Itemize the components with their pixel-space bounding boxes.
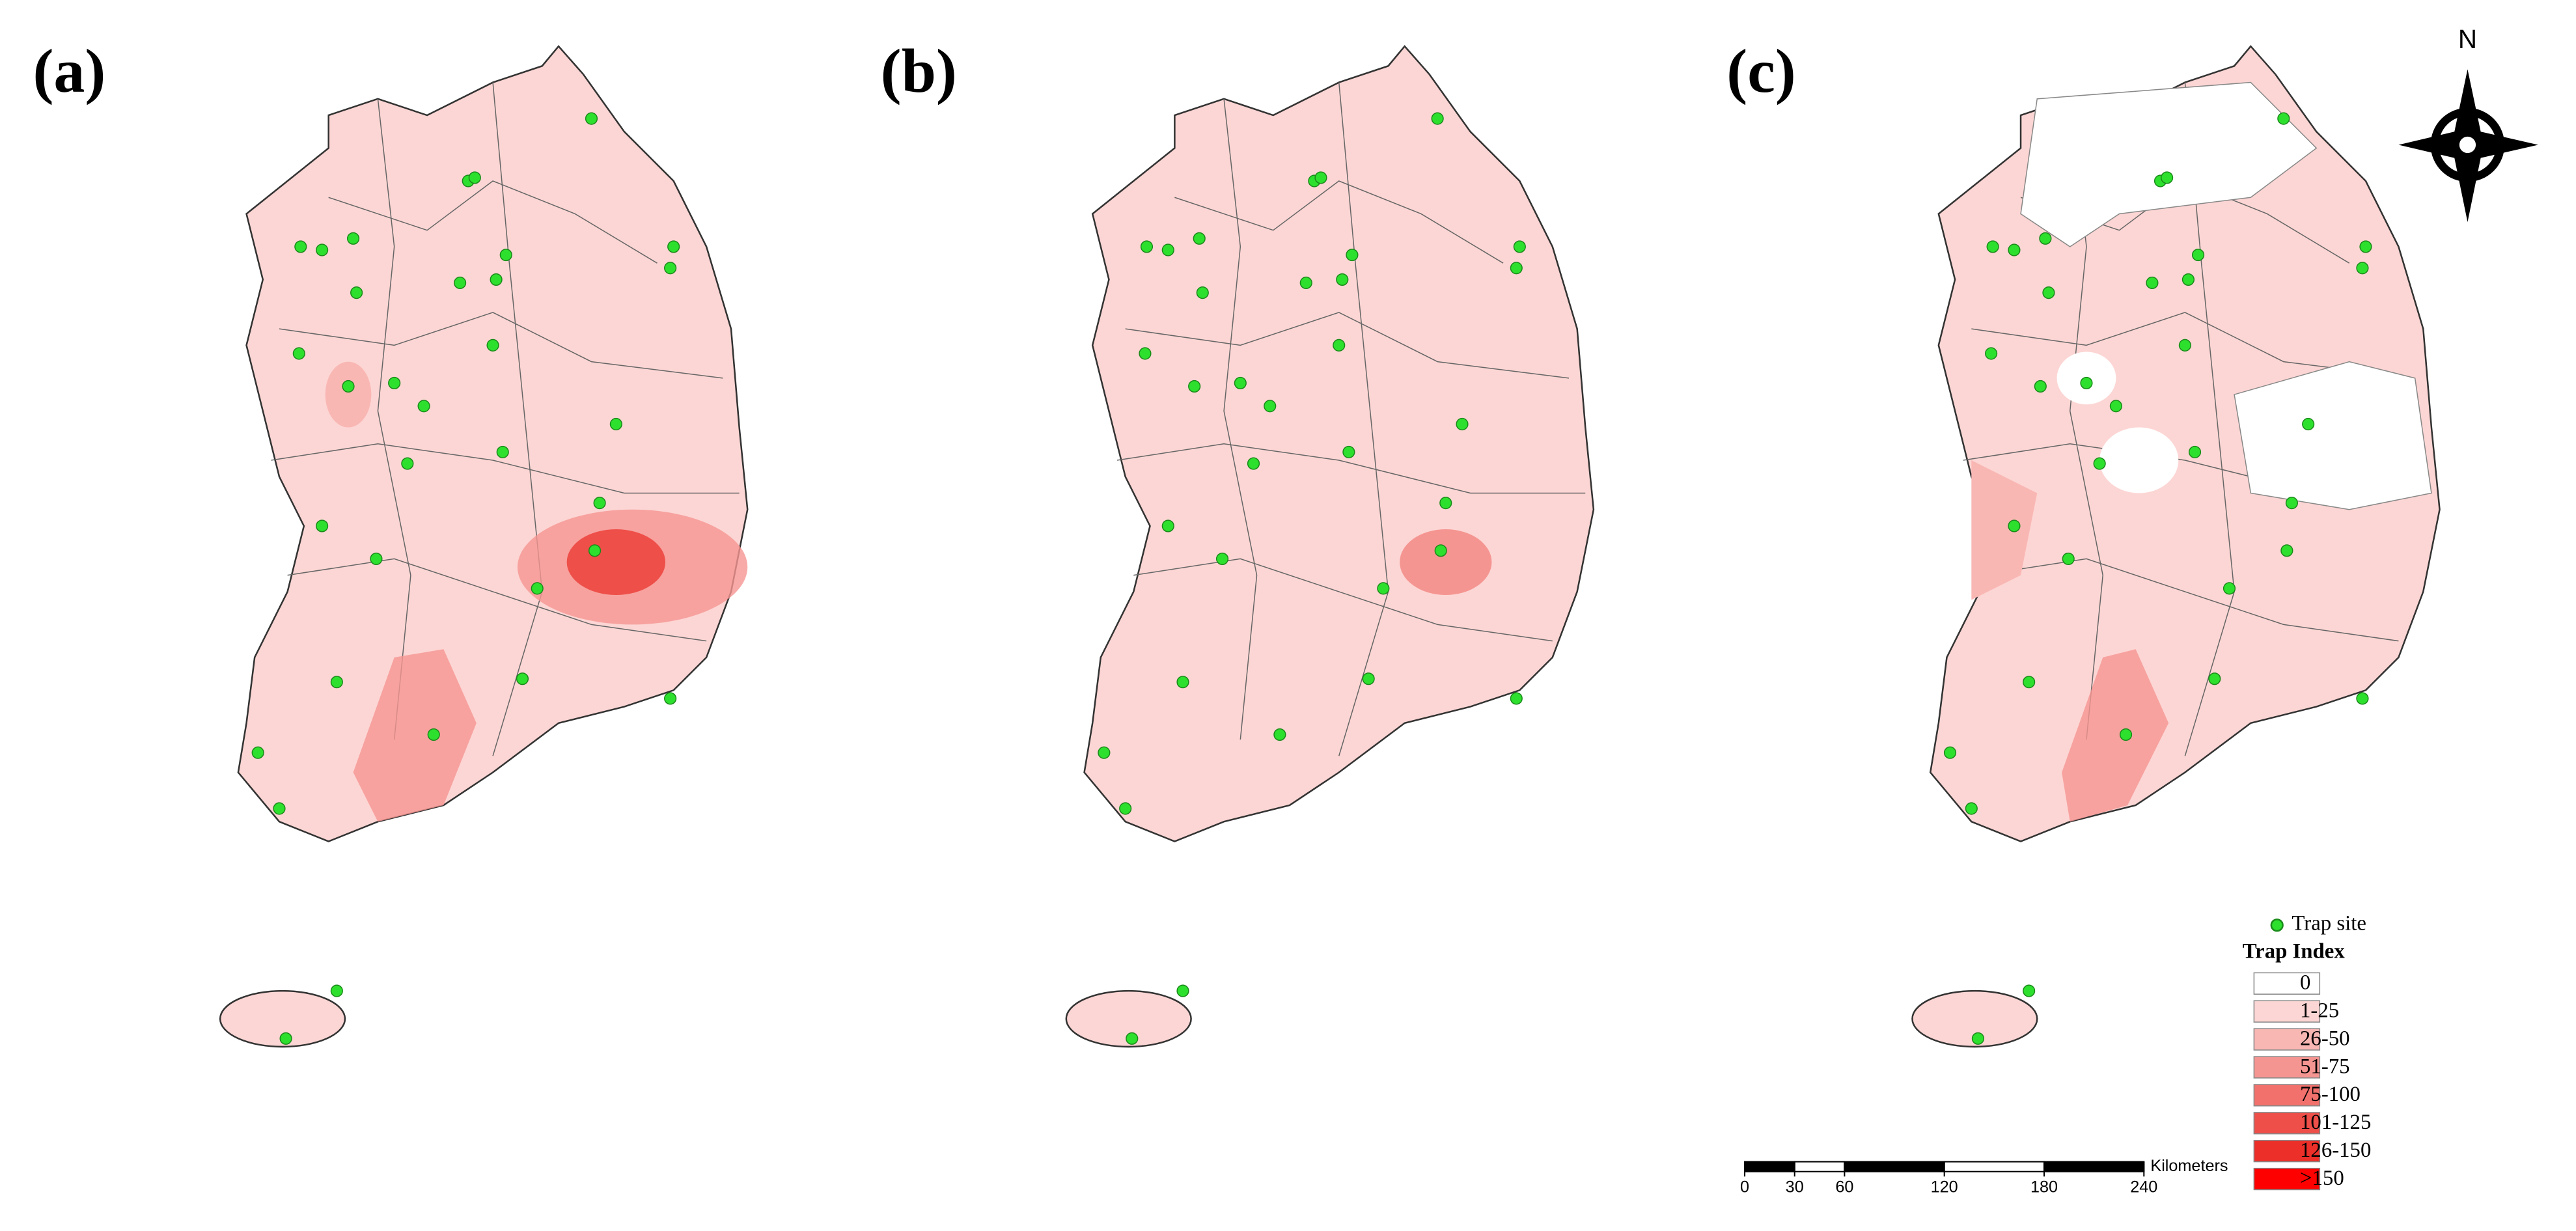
legend-label: 0	[2300, 971, 2310, 995]
legend-swatch	[2253, 1028, 2321, 1051]
panel-label: (c)	[1726, 36, 1795, 105]
map-b	[1065, 45, 1595, 1048]
map-c	[1911, 45, 2441, 1048]
legend-label: 75-100	[2300, 1083, 2361, 1106]
scale-bar: 0 30 60 120 180 240 Kilometers	[1740, 1157, 2228, 1196]
legend-label: >150	[2300, 1167, 2344, 1190]
compass-north: N	[2458, 24, 2477, 54]
scale-segment	[2043, 1161, 2145, 1172]
legend-swatch	[2253, 1112, 2321, 1135]
legend-swatch	[2253, 1167, 2321, 1191]
scale-segment	[1943, 1161, 2045, 1172]
legend-label: 51-75	[2300, 1055, 2350, 1078]
panel-label: (b)	[881, 36, 957, 105]
legend-swatch	[2253, 1000, 2321, 1023]
legend-swatch	[2253, 1056, 2321, 1079]
legend-label: 1-25	[2300, 999, 2339, 1022]
legend: 0 1-25 26-50 51-75 75-100 101-125 126-150 >150	[2253, 971, 2371, 1191]
legend-label: 101-125	[2300, 1111, 2371, 1134]
panel-label: (a)	[33, 36, 105, 105]
compass: N	[2398, 24, 2538, 223]
legend-label: 126-150	[2300, 1139, 2371, 1162]
map-a	[219, 45, 749, 1048]
scale-unit: Kilometers	[2150, 1157, 2228, 1175]
legend-dot	[2270, 919, 2284, 932]
legend-swatch	[2253, 972, 2321, 995]
legend-title: Trap Index	[2243, 940, 2346, 963]
legend-trap-site: Trap site	[2292, 912, 2366, 935]
scale-segment	[1744, 1161, 1795, 1172]
legend-label: 26-50	[2300, 1027, 2350, 1050]
scale-tick-label: 120	[1931, 1178, 1958, 1196]
scale-segment	[1844, 1161, 1945, 1172]
legend-swatch	[2253, 1140, 2321, 1163]
scale-tick-label: 180	[2030, 1178, 2058, 1196]
scale-tick-label: 240	[2130, 1178, 2157, 1196]
scale-tick-label: 60	[1835, 1178, 1853, 1196]
scale-tick-label: 0	[1740, 1178, 1749, 1196]
scale-segment	[1794, 1161, 1846, 1172]
legend-swatch	[2253, 1084, 2321, 1107]
scale-tick-label: 30	[1786, 1178, 1804, 1196]
